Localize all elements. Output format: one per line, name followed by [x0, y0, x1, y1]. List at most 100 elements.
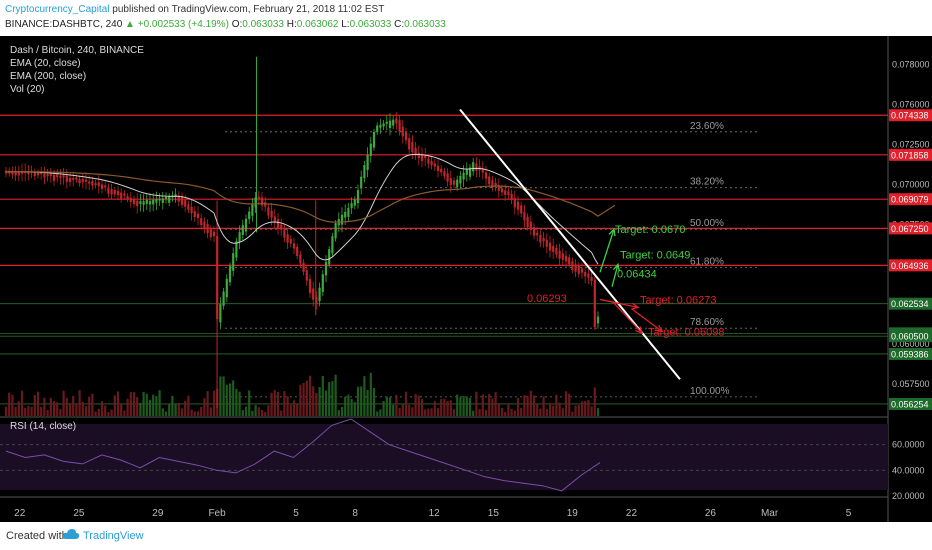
volume-bar	[369, 372, 372, 416]
ohlc-header: BINANCE:DASHBTC, 240 ▲ +0.002533 (+4.19%…	[5, 19, 446, 30]
candle-body	[94, 183, 97, 186]
candle-body	[91, 180, 94, 186]
volume-bar	[196, 411, 200, 416]
target-down-label: Target: 0.06273	[640, 294, 716, 306]
target-down-arrow	[599, 298, 639, 309]
date-tick-label: 25	[73, 508, 85, 519]
volume-bar	[212, 390, 216, 416]
candle-body	[465, 169, 468, 175]
volume-bar	[116, 391, 120, 416]
candle-body	[302, 262, 305, 272]
volume-bar	[27, 405, 30, 416]
price-chart-svg[interactable]: 23.60% 38.20% 50.00% 61.80% 78.60% 100.00% Tar…	[0, 36, 932, 522]
volume-bar	[376, 411, 379, 416]
volume-bar	[113, 395, 116, 416]
high-value: 0.063062	[296, 19, 339, 30]
ema20-legend: EMA (20, close)	[10, 58, 81, 69]
volume-bar	[257, 407, 260, 416]
volume-bar	[574, 405, 577, 416]
volume-bar	[248, 390, 251, 416]
candle-body	[347, 207, 350, 217]
volume-bar	[4, 406, 8, 416]
volume-bar	[222, 376, 225, 416]
candle-body	[241, 225, 244, 235]
candle-body	[449, 178, 452, 186]
volume-bar	[17, 401, 20, 416]
volume-bar	[283, 391, 286, 416]
price-tag-label: 0.059386	[891, 349, 929, 359]
volume-bar	[532, 395, 536, 416]
volume-bar	[420, 398, 424, 416]
volume-bar	[580, 401, 584, 416]
date-tick-label: 26	[705, 508, 717, 519]
candle-body	[161, 198, 164, 203]
volume-bar	[590, 406, 593, 416]
candle-body	[200, 218, 203, 226]
volume-bar	[129, 392, 132, 416]
volume-bar	[465, 396, 468, 416]
volume-bar	[520, 407, 523, 416]
volume-bar	[24, 407, 27, 416]
symbol-label: BINANCE:DASHBTC, 240	[5, 19, 123, 30]
candle-body	[532, 227, 536, 236]
candle-body	[395, 118, 398, 124]
volume-bar	[8, 392, 11, 416]
volume-bar	[494, 392, 497, 416]
author-link[interactable]: Cryptocurrency_Capital	[5, 4, 110, 15]
fib-label: 78.60%	[690, 317, 724, 328]
volume-bar	[225, 384, 228, 416]
candle-body	[193, 211, 196, 218]
volume-bar	[52, 401, 56, 416]
candle-body	[472, 162, 475, 172]
chart-area[interactable]: 23.60% 38.20% 50.00% 61.80% 78.60% 100.00% Tar…	[0, 36, 932, 522]
change-value: ▲ +0.002533 (+4.19%)	[125, 19, 229, 30]
volume-bar	[446, 400, 449, 416]
volume-bar	[558, 402, 561, 416]
price-tick-label: 0.057500	[892, 379, 930, 389]
candle-body	[270, 210, 273, 218]
candle-body	[523, 211, 526, 221]
volume-bar	[385, 396, 388, 416]
volume-bar	[472, 410, 475, 416]
candle-body	[152, 199, 155, 205]
volume-bar	[84, 406, 88, 416]
candle-body	[366, 154, 369, 170]
tradingview-link[interactable]: TradingView	[83, 530, 144, 542]
price-tick-label: 0.078000	[892, 60, 930, 70]
candle-body	[219, 304, 222, 323]
candle-body	[491, 180, 494, 188]
candle-body	[404, 132, 408, 141]
volume-bar	[152, 394, 155, 416]
volume-bar	[299, 384, 302, 416]
volume-bar	[171, 395, 174, 416]
date-tick-label: Feb	[208, 508, 226, 519]
price-tag	[889, 397, 932, 410]
candle-body	[14, 171, 17, 176]
candle-body	[398, 120, 401, 132]
candle-body	[580, 268, 584, 273]
candle-body	[116, 190, 120, 196]
volume-bar	[49, 397, 52, 416]
candle-body	[417, 152, 420, 159]
candle-body	[209, 228, 212, 238]
candle-body	[388, 120, 392, 128]
candle-body	[363, 165, 366, 179]
volume-bar	[331, 381, 334, 416]
volume-bar	[449, 400, 452, 416]
rsi-tick-label: 40.0000	[892, 465, 925, 475]
volume-bar	[388, 397, 392, 416]
price-tick-label: 0.076000	[892, 100, 930, 110]
target-down-label: Target: 0.06098	[648, 326, 724, 338]
target-up-arrow	[611, 264, 619, 287]
candle-body	[440, 168, 443, 173]
volume-bar	[456, 394, 459, 416]
volume-bar	[120, 404, 123, 416]
candle-body	[36, 172, 40, 176]
volume-bar	[587, 400, 590, 416]
volume-bar	[235, 388, 238, 416]
volume-bar	[337, 410, 340, 416]
candle-body	[452, 180, 456, 185]
rsi-tick-label: 60.0000	[892, 440, 925, 450]
volume-bar	[56, 402, 59, 416]
date-tick-label: 5	[846, 508, 852, 519]
